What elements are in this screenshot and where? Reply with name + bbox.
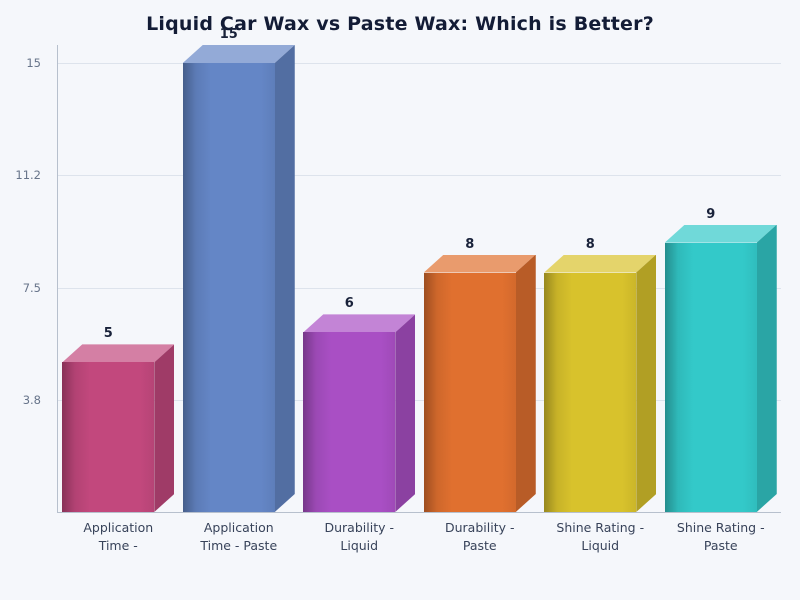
bar-side-face [636,254,657,512]
gridline [58,399,781,401]
bar-value-label: 5 [103,326,113,342]
y-axis-tick-label: 11.2 [15,168,41,183]
bar[interactable]: 8 [544,237,657,512]
x-axis-category-label: Shine Rating - Liquid [556,520,645,553]
gridline [58,63,781,64]
bar-front-face [62,362,155,512]
bar[interactable]: 5 [62,326,175,512]
y-axis-tick-label: 3.8 [22,392,41,407]
bar-top-face [303,314,416,333]
bar[interactable]: 15 [182,27,295,512]
bar-side-face [515,254,536,512]
bar-side-face [756,224,777,512]
bar-top-face [423,254,536,273]
y-axis-labels: 3.8 7.5 11.2 15 [0,0,49,600]
bar-side-face [154,344,175,512]
x-axis-category-label: Application Time - [83,520,154,553]
x-axis-category-label: Shine Rating - Paste [676,520,765,553]
gridline [58,287,781,289]
y-axis-tick-label: 7.5 [22,280,41,295]
bar-top-face [182,45,295,63]
bar[interactable]: 9 [664,207,777,512]
bar-top-face [62,344,175,363]
y-axis-tick-label: 15 [26,56,41,70]
bar-value-label: 15 [219,27,238,42]
bar-front-face [544,272,637,512]
bar-value-label: 9 [706,206,716,222]
x-axis-category-label: Durability - Liquid [324,520,394,553]
bar-value-label: 6 [344,296,354,312]
bar-front-face [423,272,516,512]
bar-side-face [395,314,416,512]
bar-value-label: 8 [465,236,475,252]
bar-side-face [274,45,295,512]
x-axis-category-label: Application Time - Paste [200,520,278,553]
plot-area: 5 Application Time - 15 Application Time - … [57,27,781,553]
gridline [58,175,781,177]
bar[interactable]: 6 [303,296,416,512]
x-axis-category-label: Durability - Paste [445,520,515,553]
bar-value-label: 8 [585,236,595,252]
bar-front-face [664,242,757,512]
bar-top-face [544,254,657,273]
bar-top-face [664,224,777,243]
bar-front-face [182,63,275,512]
chart-title: Liquid Car Wax vs Paste Wax: Which is Be… [146,13,654,35]
bar[interactable]: 8 [423,237,536,512]
bar-front-face [303,332,396,512]
